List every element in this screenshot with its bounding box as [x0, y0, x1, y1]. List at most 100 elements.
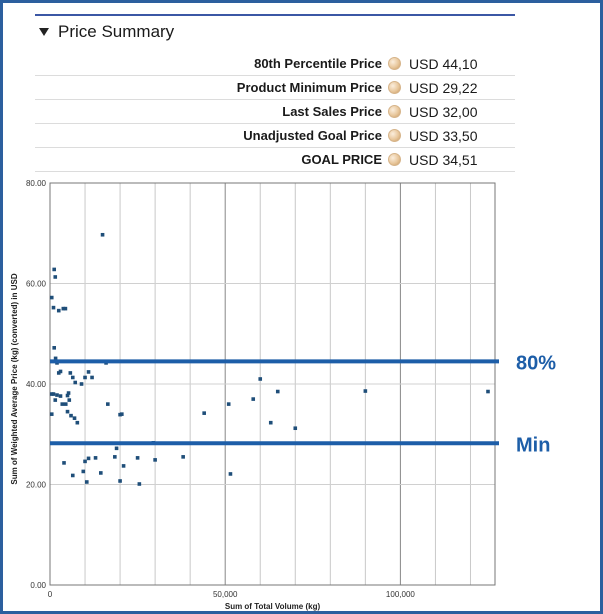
price-rows: 80th Percentile Price USD 44,10 Product …	[35, 52, 515, 172]
data-point	[63, 306, 68, 311]
data-point	[56, 308, 61, 313]
data-point	[226, 402, 231, 406]
y-tick-label: 60.00	[26, 280, 47, 289]
price-row-value: USD 29,22	[409, 79, 478, 96]
price-summary-panel: Price Summary 80th Percentile Price USD …	[35, 14, 515, 172]
x-tick-label: 50,000	[213, 590, 238, 599]
price-row-label: Product Minimum Price	[236, 80, 382, 95]
data-point	[83, 459, 87, 464]
data-point	[181, 455, 185, 459]
y-axis-title: Sum of Weighted Average Price (kg) (conv…	[10, 273, 19, 485]
price-row-last-sales: Last Sales Price USD 32,00	[35, 100, 515, 124]
price-row-80th-percentile: 80th Percentile Price USD 44,10	[35, 52, 515, 76]
collapse-caret-icon[interactable]	[39, 28, 49, 36]
price-row-label: Unadjusted Goal Price	[243, 128, 382, 143]
reference-lines: 80% Min	[50, 352, 556, 456]
data-point	[120, 412, 124, 416]
x-axis-title: Sum of Total Volume (kg)	[225, 602, 321, 611]
info-bubble-icon[interactable]	[388, 153, 401, 166]
data-point	[55, 393, 59, 397]
data-point	[49, 295, 54, 300]
y-tick-label: 0.00	[30, 581, 46, 590]
price-volume-scatter-chart: 0 50,000 100,000 0.00 20.00 40.00 60.00 80.00 8…	[10, 179, 556, 611]
data-point	[106, 402, 110, 406]
data-point	[53, 398, 58, 402]
data-point	[52, 346, 57, 350]
data-point	[53, 275, 58, 279]
price-row-goal-price: GOAL PRICE USD 34,51	[35, 148, 515, 172]
data-point	[75, 420, 80, 425]
data-point	[293, 426, 298, 431]
info-bubble-icon[interactable]	[388, 81, 401, 94]
data-point	[62, 461, 66, 465]
plot-area	[49, 182, 496, 586]
data-point	[153, 458, 157, 462]
data-point	[65, 393, 70, 398]
price-row-label: GOAL PRICE	[301, 152, 382, 167]
data-point	[118, 479, 122, 483]
data-point	[202, 411, 206, 415]
data-point	[121, 464, 126, 468]
price-row-label: Last Sales Price	[282, 104, 382, 119]
data-point	[268, 420, 273, 425]
data-point	[61, 306, 66, 311]
price-row-value: USD 32,00	[409, 103, 478, 120]
chart-gridlines	[49, 182, 495, 586]
data-point	[363, 389, 368, 393]
panel-title: Price Summary	[58, 22, 175, 41]
y-tick-label: 40.00	[26, 380, 47, 389]
data-point	[68, 371, 73, 375]
data-point	[58, 369, 63, 374]
data-point	[135, 456, 140, 460]
data-point	[51, 305, 56, 310]
data-point	[66, 391, 71, 395]
data-point	[251, 397, 256, 401]
price-row-label: 80th Percentile Price	[254, 56, 382, 71]
data-point	[100, 232, 105, 237]
data-point	[114, 446, 119, 451]
data-point	[52, 267, 57, 272]
data-point	[93, 456, 98, 460]
data-point	[81, 469, 86, 474]
data-point	[90, 375, 94, 380]
data-point	[58, 394, 63, 398]
data-point	[83, 375, 87, 380]
price-row-unadjusted-goal: Unadjusted Goal Price USD 33,50	[35, 124, 515, 148]
data-point	[73, 380, 78, 385]
data-point	[70, 375, 75, 380]
data-point	[113, 455, 117, 459]
data-point	[228, 472, 233, 476]
data-point	[86, 456, 91, 461]
data-point	[84, 480, 89, 484]
data-point	[65, 409, 70, 414]
price-row-product-minimum: Product Minimum Price USD 29,22	[35, 76, 515, 100]
price-row-value: USD 44,10	[409, 55, 478, 72]
x-tick-label: 0	[48, 590, 53, 599]
data-point	[63, 402, 68, 406]
price-summary-header[interactable]: Price Summary	[35, 16, 515, 48]
data-points	[49, 232, 490, 486]
data-point	[275, 389, 280, 394]
price-row-value: USD 33,50	[409, 127, 478, 144]
info-bubble-icon[interactable]	[388, 105, 401, 118]
info-bubble-icon[interactable]	[388, 57, 401, 70]
data-point	[72, 416, 77, 420]
reference-line-label: Min	[516, 434, 550, 456]
data-point	[79, 382, 84, 386]
x-tick-label: 100,000	[386, 590, 415, 599]
data-point	[258, 377, 263, 381]
data-point	[486, 389, 490, 394]
y-tick-label: 20.00	[26, 481, 47, 490]
data-point	[69, 413, 73, 418]
data-point	[70, 473, 75, 478]
data-point	[51, 392, 56, 396]
axis-ticks: 0 50,000 100,000 0.00 20.00 40.00 60.00 80.00	[26, 179, 415, 599]
y-tick-label: 80.00	[26, 179, 47, 188]
data-point	[99, 471, 103, 475]
price-row-value: USD 34,51	[409, 151, 478, 168]
data-point	[86, 370, 91, 374]
data-point	[49, 412, 54, 416]
data-point	[67, 398, 72, 402]
info-bubble-icon[interactable]	[388, 129, 401, 142]
